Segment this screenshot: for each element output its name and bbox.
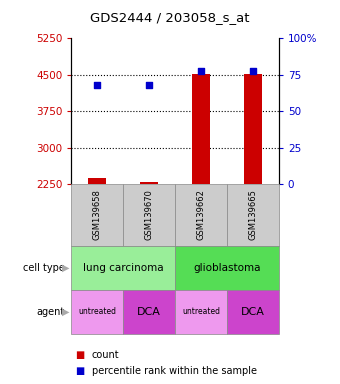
Text: DCA: DCA bbox=[137, 307, 161, 317]
Text: ▶: ▶ bbox=[62, 307, 70, 317]
Bar bbox=[244, 74, 262, 184]
Text: agent: agent bbox=[36, 307, 65, 317]
Bar bbox=[140, 182, 158, 184]
Text: ■: ■ bbox=[75, 366, 84, 376]
Text: untreated: untreated bbox=[78, 308, 116, 316]
Text: GSM139670: GSM139670 bbox=[145, 190, 154, 240]
Text: count: count bbox=[92, 350, 119, 360]
Text: GDS2444 / 203058_s_at: GDS2444 / 203058_s_at bbox=[90, 11, 250, 24]
Text: ▶: ▶ bbox=[62, 263, 70, 273]
Bar bbox=[88, 177, 106, 184]
Bar bbox=[192, 74, 210, 184]
Text: DCA: DCA bbox=[241, 307, 265, 317]
Text: lung carcinoma: lung carcinoma bbox=[83, 263, 164, 273]
Text: glioblastoma: glioblastoma bbox=[193, 263, 261, 273]
Text: ■: ■ bbox=[75, 350, 84, 360]
Point bbox=[198, 68, 204, 74]
Text: cell type: cell type bbox=[23, 263, 65, 273]
Point bbox=[250, 68, 256, 74]
Text: untreated: untreated bbox=[182, 308, 220, 316]
Text: GSM139658: GSM139658 bbox=[93, 190, 102, 240]
Text: percentile rank within the sample: percentile rank within the sample bbox=[92, 366, 257, 376]
Text: GSM139662: GSM139662 bbox=[197, 190, 205, 240]
Point bbox=[147, 82, 152, 88]
Text: GSM139665: GSM139665 bbox=[249, 190, 257, 240]
Point bbox=[95, 82, 100, 88]
